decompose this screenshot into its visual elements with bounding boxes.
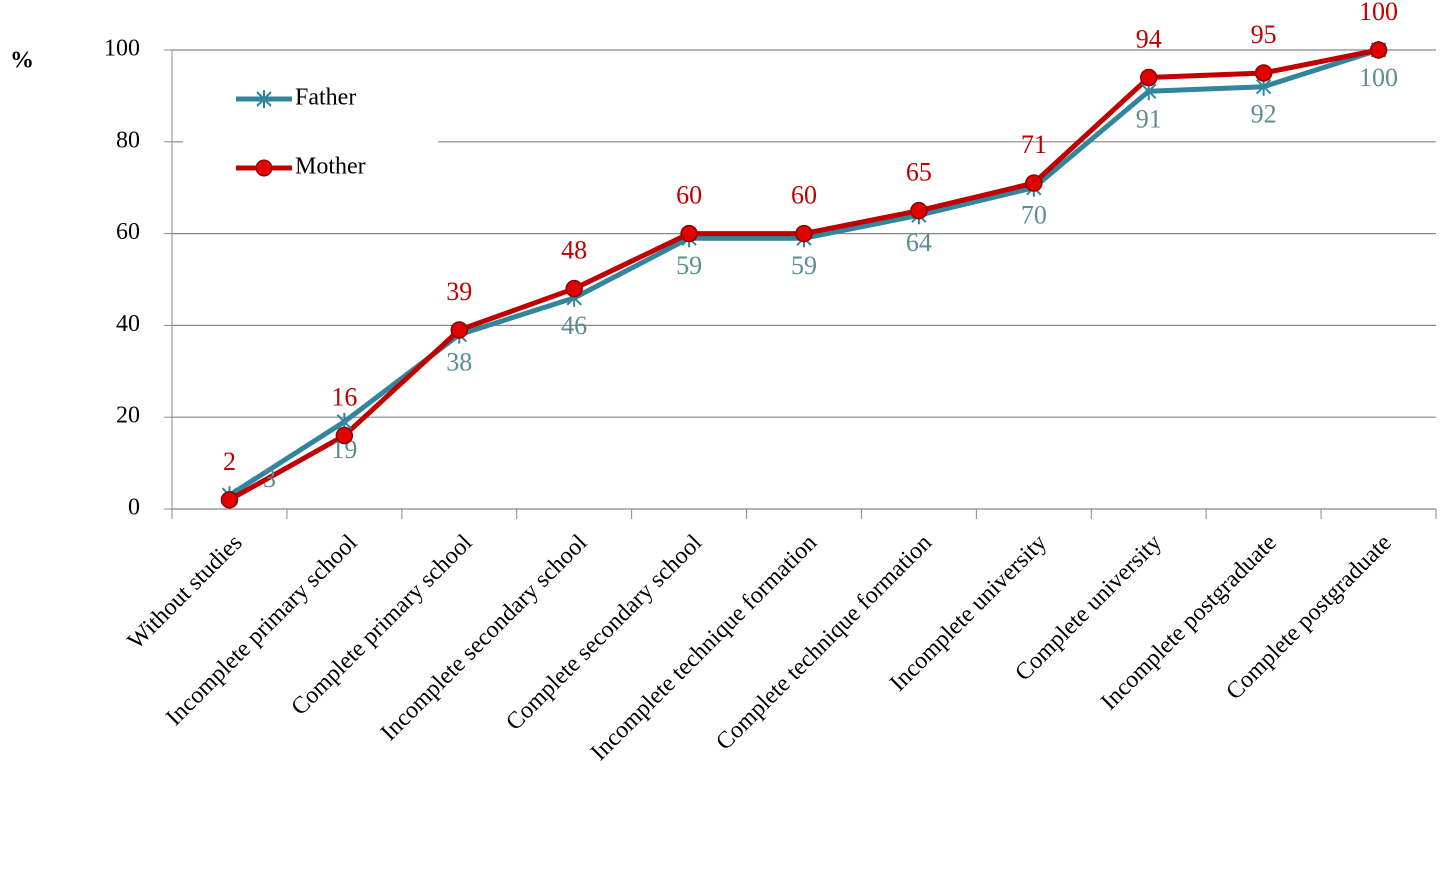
y-tick-label: 100	[104, 36, 140, 62]
legend-marker	[256, 90, 272, 108]
data-label: 48	[561, 236, 587, 265]
marker	[335, 426, 354, 445]
marker	[1254, 64, 1273, 82]
data-label: 91	[1136, 104, 1162, 133]
y-tick-label: 20	[116, 403, 140, 429]
legend-label: Father	[295, 85, 356, 111]
x-tick-label: Complete secondary school	[501, 530, 707, 736]
x-tick-label: Complete technique formation	[711, 530, 937, 756]
marker	[795, 224, 813, 243]
x-tick-label: Without studies	[123, 530, 248, 655]
data-label: 64	[906, 228, 932, 257]
data-label: 70	[1021, 201, 1047, 230]
x-tick-label: Incomplete technique formation	[586, 530, 822, 766]
data-label: 59	[676, 251, 702, 280]
marker	[680, 224, 698, 243]
marker	[1139, 68, 1158, 87]
data-label: 60	[791, 181, 817, 210]
y-tick-label: 0	[128, 495, 140, 521]
y-tick-label: 80	[116, 127, 140, 153]
data-label: 2	[223, 447, 236, 476]
legend-box	[183, 65, 438, 205]
data-label: 59	[791, 251, 817, 280]
data-label: 46	[561, 311, 587, 340]
data-label: 94	[1136, 25, 1162, 54]
data-label: 71	[1021, 130, 1047, 159]
marker	[565, 279, 583, 298]
y-tick-label: 40	[116, 311, 140, 337]
data-label: 92	[1251, 100, 1277, 129]
y-axis-label: %	[10, 48, 34, 74]
legend-label: Mother	[295, 154, 366, 180]
data-label: 100	[1359, 63, 1398, 92]
marker	[1025, 174, 1043, 192]
data-label: 16	[331, 383, 357, 412]
data-label: 38	[446, 348, 472, 377]
data-label: 60	[676, 181, 702, 210]
data-label: 65	[906, 158, 932, 187]
marker	[1369, 41, 1388, 59]
x-tick-label: Incomplete secondary school	[376, 530, 593, 747]
data-label: 100	[1359, 0, 1398, 26]
data-label: 39	[446, 277, 472, 306]
marker	[220, 491, 239, 509]
data-label: 3	[263, 464, 276, 493]
x-tick-label: Incomplete primary school	[161, 530, 362, 731]
legend-marker	[255, 159, 273, 177]
data-label: 95	[1251, 20, 1277, 49]
marker	[450, 321, 469, 339]
marker	[910, 201, 928, 220]
y-tick-label: 60	[116, 219, 140, 245]
